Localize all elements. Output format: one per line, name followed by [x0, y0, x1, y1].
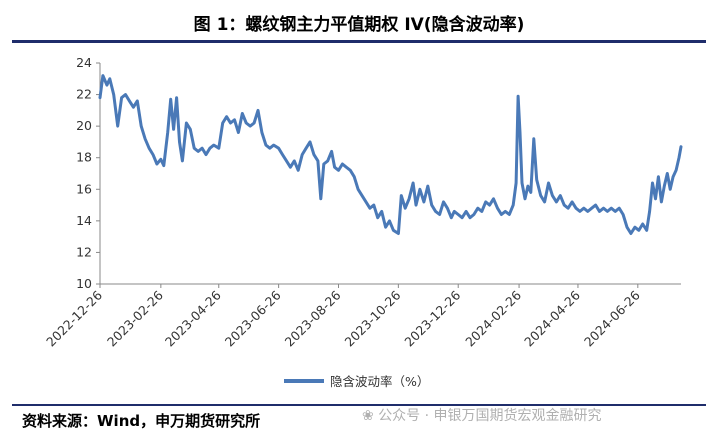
source-note: 资料来源：Wind，申万期货研究所: [22, 412, 261, 430]
y-tick-label: 18: [76, 150, 92, 165]
x-tick-label: 2023-02-26: [104, 287, 166, 349]
x-tick-label: 2024-02-26: [462, 287, 524, 349]
x-tick-label: 2023-10-26: [341, 287, 403, 349]
y-tick-label: 10: [76, 276, 92, 291]
x-tick-label: 2023-04-26: [162, 287, 224, 349]
y-tick-label: 22: [76, 87, 92, 102]
series-line-0: [98, 74, 683, 235]
title-rule: [12, 40, 706, 43]
legend-label: 隐含波动率（%）: [330, 374, 429, 389]
x-axis: 2022-12-262023-02-262023-04-262023-06-26…: [43, 283, 681, 349]
watermark-text: 公众号 · 申银万国期货宏观金融研究: [378, 408, 602, 424]
y-tick-label: 12: [76, 244, 92, 259]
x-tick-label: 2024-04-26: [521, 287, 583, 349]
wechat-icon: ❀: [362, 408, 379, 424]
x-tick-label: 2023-12-26: [401, 287, 463, 349]
source-rule: [12, 404, 706, 406]
legend: 隐含波动率（%）: [284, 374, 429, 389]
plot-area: [98, 74, 683, 235]
x-tick-label: 2024-06-26: [581, 287, 643, 349]
x-tick-label: 2022-12-26: [43, 287, 105, 349]
watermark: ❀ 公众号 · 申银万国期货宏观金融研究: [362, 405, 602, 425]
x-tick-label: 2023-08-26: [282, 287, 344, 349]
x-tick-label: 2023-06-26: [222, 287, 284, 349]
y-tick-label: 16: [76, 181, 92, 196]
y-tick-label: 14: [76, 213, 92, 228]
y-tick-label: 20: [76, 118, 92, 133]
y-axis: 10 12 14 16 18 20 22 24: [76, 55, 101, 291]
y-tick-label: 24: [76, 55, 92, 70]
chart-title: 图 1：螺纹钢主力平值期权 IV(隐含波动率): [193, 15, 525, 35]
